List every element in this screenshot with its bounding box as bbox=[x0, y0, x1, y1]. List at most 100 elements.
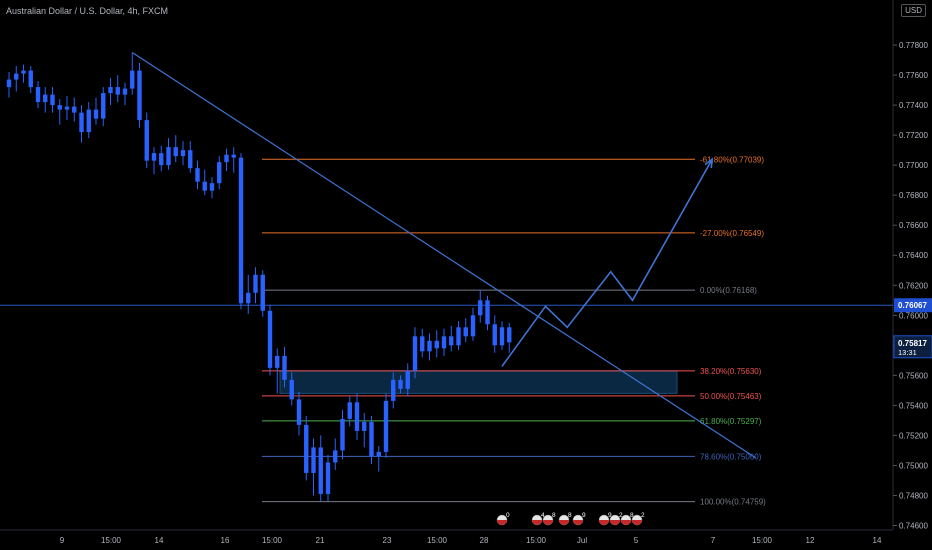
event-flag-icon bbox=[532, 520, 542, 525]
candle-body bbox=[50, 94, 55, 106]
y-axis-tick-label: 0.77000 bbox=[899, 161, 928, 170]
x-axis-tick-label: 15:00 bbox=[262, 536, 283, 545]
projection-arrowhead bbox=[704, 157, 714, 169]
x-axis-tick-label: 21 bbox=[316, 536, 325, 545]
y-axis-tick-label: 0.77400 bbox=[899, 101, 928, 110]
fib-level-label: 61.80%(0.75297) bbox=[700, 417, 762, 426]
event-flag-icon bbox=[543, 520, 553, 525]
candle-body bbox=[173, 147, 178, 157]
candle-body bbox=[72, 106, 77, 113]
trendline bbox=[131, 52, 757, 459]
candle-body bbox=[57, 105, 62, 110]
y-axis-tick-label: 0.75600 bbox=[899, 371, 928, 380]
candle-body bbox=[398, 379, 403, 389]
y-axis-tick-label: 0.75200 bbox=[899, 431, 928, 440]
currency-badge[interactable]: USD bbox=[901, 4, 926, 17]
candle-body bbox=[180, 150, 186, 157]
support-zone bbox=[279, 370, 678, 394]
candle-body bbox=[188, 150, 193, 169]
candle-body bbox=[304, 424, 309, 473]
candle-body bbox=[362, 421, 367, 431]
candle-body bbox=[507, 327, 512, 343]
event-flag-icon bbox=[610, 520, 620, 525]
x-axis-tick-label: 23 bbox=[383, 536, 392, 545]
candle-body bbox=[420, 336, 425, 352]
candle-body bbox=[333, 450, 338, 463]
candle-body bbox=[130, 70, 135, 89]
candle-body bbox=[354, 402, 360, 431]
candle-body bbox=[282, 355, 287, 380]
x-axis-tick-label: 9 bbox=[60, 536, 65, 545]
candle-body bbox=[93, 109, 99, 119]
symbol-title: Australian Dollar / U.S. Dollar, 4h, FXC… bbox=[6, 6, 169, 16]
candle-body bbox=[6, 79, 12, 88]
candle-body bbox=[202, 181, 207, 191]
y-axis-tick-label: 0.75000 bbox=[899, 461, 928, 470]
event-flag-icon bbox=[632, 520, 642, 525]
candle-body bbox=[383, 400, 389, 452]
event-count: 9 bbox=[608, 512, 612, 519]
candle-body bbox=[14, 73, 19, 80]
candle-body bbox=[217, 162, 222, 184]
candle-body bbox=[434, 340, 439, 349]
candle-body bbox=[267, 310, 273, 368]
projection-path bbox=[501, 158, 713, 367]
candle-body bbox=[28, 70, 33, 88]
fib-level-label: -61.80%(0.77039) bbox=[700, 155, 764, 164]
y-axis-tick-label: 0.76400 bbox=[899, 251, 928, 260]
event-count: 9 bbox=[582, 512, 586, 519]
event-flag-icon bbox=[621, 520, 631, 525]
candle-body bbox=[318, 447, 323, 494]
candle-body bbox=[224, 154, 229, 163]
event-count: 8 bbox=[630, 512, 634, 519]
candle-body bbox=[296, 399, 302, 425]
y-axis-tick-label: 0.77800 bbox=[899, 41, 928, 50]
event-flag-icon bbox=[573, 520, 583, 525]
candle-body bbox=[101, 93, 106, 119]
candle-body bbox=[427, 340, 432, 352]
fib-level-label: -27.00%(0.76549) bbox=[700, 229, 764, 238]
candle-body bbox=[470, 315, 476, 337]
fib-level-label: 50.00%(0.75463) bbox=[700, 392, 762, 401]
y-axis-tick-label: 0.76600 bbox=[899, 221, 928, 230]
x-axis-tick-label: 15:00 bbox=[427, 536, 448, 545]
event-count: 0 bbox=[506, 512, 510, 519]
fib-level-label: 38.20%(0.75630) bbox=[700, 367, 762, 376]
candle-body bbox=[275, 355, 280, 368]
event-count: 4 bbox=[541, 512, 545, 519]
event-flag-icon bbox=[497, 520, 507, 525]
x-axis-tick-label: 7 bbox=[711, 536, 716, 545]
candle-body bbox=[35, 87, 41, 103]
x-axis-tick-label: 14 bbox=[873, 536, 882, 545]
y-axis-tick-label: 0.74600 bbox=[899, 521, 928, 530]
event-flag-icon bbox=[559, 520, 569, 525]
candle-body bbox=[260, 274, 265, 311]
last-price-badge bbox=[893, 335, 932, 359]
candle-body bbox=[456, 327, 461, 346]
y-axis-tick-label: 0.76800 bbox=[899, 191, 928, 200]
last-price-label: 0.75817 bbox=[898, 339, 927, 348]
event-flag-icon bbox=[599, 520, 609, 525]
event-count: 2 bbox=[619, 512, 623, 519]
x-axis-tick-label: 5 bbox=[634, 536, 639, 545]
candle-body bbox=[64, 106, 70, 110]
candle-body bbox=[449, 336, 454, 346]
candle-body bbox=[376, 451, 381, 457]
event-count: 8 bbox=[568, 512, 572, 519]
candle-body bbox=[21, 70, 26, 74]
candle-body bbox=[369, 421, 374, 457]
candle-body bbox=[108, 87, 113, 94]
fib-level-label: 0.00%(0.76168) bbox=[700, 286, 757, 295]
x-axis-tick-label: 15:00 bbox=[526, 536, 547, 545]
candle-body bbox=[492, 324, 497, 346]
candle-body bbox=[463, 327, 468, 337]
candle-body bbox=[159, 153, 164, 166]
candle-body bbox=[144, 120, 149, 161]
candle-body bbox=[115, 87, 120, 95]
candle-body bbox=[391, 379, 396, 401]
candle-body bbox=[122, 88, 128, 95]
candle-body bbox=[238, 157, 244, 304]
x-axis-tick-label: 14 bbox=[155, 536, 164, 545]
